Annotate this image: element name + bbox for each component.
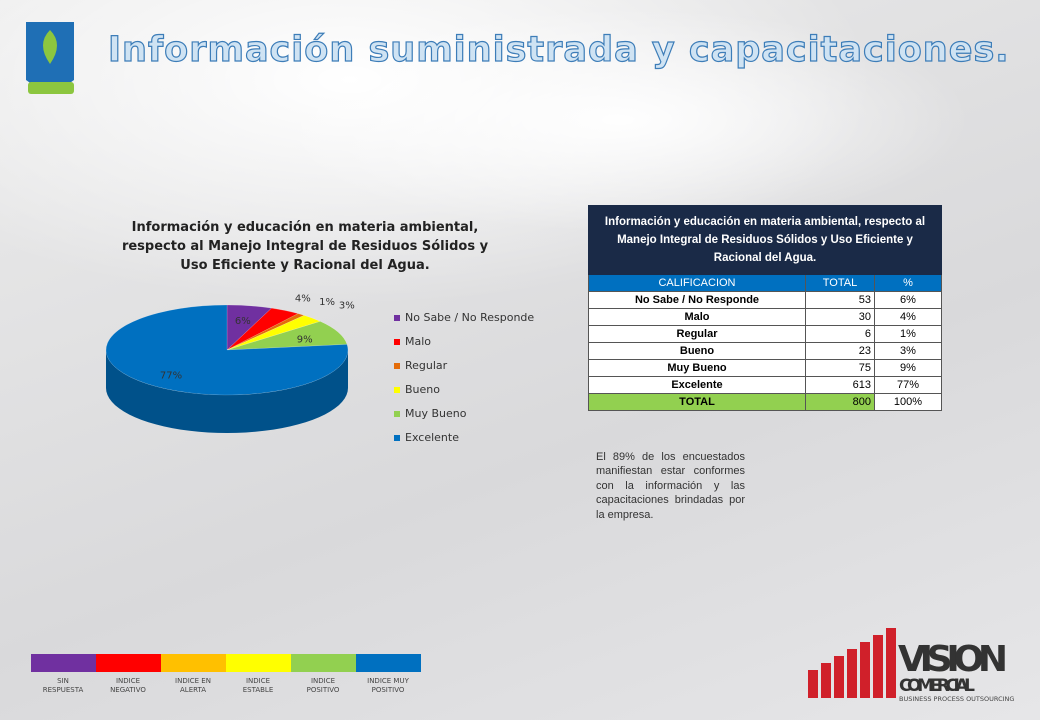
table-cell: 23 <box>805 342 875 360</box>
scale-label: INDICE POSITIVO <box>307 677 340 694</box>
legend-swatch <box>394 315 400 321</box>
table-cell: 6 <box>805 325 875 343</box>
scale-label: INDICE EN ALERTA <box>175 677 211 694</box>
pie-slice <box>226 315 321 351</box>
table-cell: TOTAL <box>588 393 806 411</box>
table-cell: 30 <box>805 308 875 326</box>
legend-swatch <box>394 411 400 417</box>
data-label: 1% <box>319 297 335 308</box>
brand-name: VISION <box>898 639 1008 680</box>
pie-slice <box>226 307 299 351</box>
pie-slice <box>105 304 349 396</box>
pie-slice <box>226 313 305 351</box>
table-cell: Excelente <box>588 376 806 394</box>
table-cell: No Sabe / No Responde <box>588 291 806 309</box>
scale-swatch <box>356 654 421 672</box>
legend-label: Muy Bueno <box>405 407 467 420</box>
chart-title: Información y educación en materia ambie… <box>121 220 489 273</box>
table-cell: 4% <box>874 308 942 326</box>
table-row: Bueno 23 3% <box>588 342 942 360</box>
table-cell: TOTAL <box>805 274 875 292</box>
table-cell: 100% <box>874 393 942 411</box>
table-cell: 613 <box>805 376 875 394</box>
table-cell: 75 <box>805 359 875 377</box>
note: El 89% de los encuestados manifiestan es… <box>596 451 745 521</box>
table-title: Información y educación en materia ambie… <box>588 205 942 275</box>
brand-tagline: BUSINESS PROCESS OUTSOURCING <box>899 695 1014 703</box>
scale-label: SIN RESPUESTA <box>43 677 84 694</box>
table-row: Muy Bueno 75 9% <box>588 359 942 377</box>
data-label: 77% <box>160 371 182 382</box>
data-label: 6% <box>235 316 251 327</box>
table-cell: 53 <box>805 291 875 309</box>
table-cell: 6% <box>874 291 942 309</box>
scale-swatch <box>96 654 161 672</box>
legend-swatch <box>394 435 400 441</box>
company-logo <box>26 22 74 94</box>
table-row: Malo 30 4% <box>588 308 942 326</box>
table-cell: CALIFICACION <box>588 274 806 292</box>
data-label: 3% <box>339 300 355 311</box>
table-cell: Muy Bueno <box>588 359 806 377</box>
table-cell: 9% <box>874 359 942 377</box>
legend-label: No Sabe / No Responde <box>405 311 534 324</box>
data-label: 4% <box>295 294 311 305</box>
table-cell: 800 <box>805 393 875 411</box>
data-table: Información y educación en materia ambie… <box>588 205 942 411</box>
pie-side <box>106 350 348 433</box>
scale-swatch <box>226 654 291 672</box>
legend-swatch <box>394 363 400 369</box>
table-cell: Regular <box>588 325 806 343</box>
legend-label: Regular <box>405 359 448 372</box>
table-cell: Malo <box>588 308 806 326</box>
table-cell: Bueno <box>588 342 806 360</box>
scale-swatch <box>291 654 356 672</box>
brand-logo <box>808 628 896 698</box>
table-cell: 3% <box>874 342 942 360</box>
scale-label: INDICE MUY POSITIVO <box>367 677 409 694</box>
table-cell: % <box>874 274 942 292</box>
table-row: Regular 6 1% <box>588 325 942 343</box>
table-row: CALIFICACION TOTAL% <box>588 274 942 292</box>
table-cell: 1% <box>874 325 942 343</box>
scale-label: INDICE NEGATIVO <box>110 677 146 694</box>
legend-swatch <box>394 339 400 345</box>
slide-title: Información suministrada y capacitacione… <box>107 29 1010 70</box>
legend-label: Bueno <box>405 383 440 396</box>
legend-label: Excelente <box>405 431 459 444</box>
table-row: Excelente 613 77% <box>588 376 942 394</box>
data-label: 9% <box>297 334 313 345</box>
scale-label: INDICE ESTABLE <box>243 677 274 694</box>
brand-sub: COMERCIAL <box>899 676 975 696</box>
pie-slice <box>226 304 273 351</box>
table-row: TOTAL 800 100% <box>588 393 942 411</box>
legend-swatch <box>394 387 400 393</box>
table-cell: 77% <box>874 376 942 394</box>
table-row: No Sabe / No Responde 53 6% <box>588 291 942 309</box>
pie-slice <box>226 321 348 351</box>
legend-label: Malo <box>405 335 431 348</box>
scale-swatch <box>31 654 96 672</box>
scale-swatch <box>161 654 226 672</box>
